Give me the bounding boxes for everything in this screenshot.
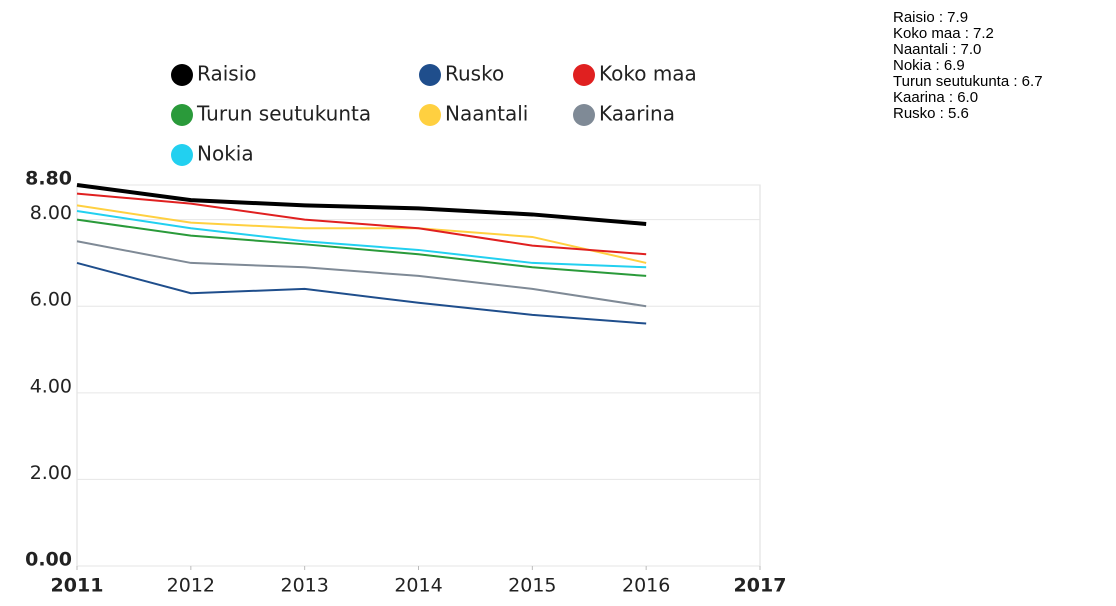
- y-tick-label: 0.00: [25, 549, 72, 571]
- legend-swatch: [171, 144, 193, 166]
- legend-swatch: [419, 64, 441, 86]
- summary-line: Naantali : 7.0: [893, 41, 981, 58]
- series-line: [76, 183, 647, 226]
- summary-line: Nokia : 6.9: [893, 57, 965, 74]
- legend-label: Rusko: [445, 62, 504, 86]
- summary-line: Rusko : 5.6: [893, 105, 969, 122]
- legend-label: Koko maa: [599, 62, 697, 86]
- x-tick-label: 2014: [394, 575, 442, 597]
- legend-swatch: [171, 64, 193, 86]
- legend-label: Raisio: [197, 62, 256, 86]
- legend-swatch: [573, 64, 595, 86]
- series-line: [76, 209, 647, 269]
- summary-line: Turun seutukunta : 6.7: [893, 73, 1043, 90]
- legend-swatch: [171, 104, 193, 126]
- x-tick-label: 2011: [51, 575, 104, 597]
- legend-swatch: [419, 104, 441, 126]
- legend-swatch: [573, 104, 595, 126]
- x-tick-label: 2017: [734, 575, 787, 597]
- legend-label: Kaarina: [599, 102, 675, 126]
- legend-label: Nokia: [197, 142, 254, 166]
- summary-line: Koko maa : 7.2: [893, 25, 994, 42]
- series-line: [76, 261, 647, 325]
- series-line: [76, 204, 647, 264]
- plot-frame: [76, 184, 761, 567]
- x-tick-label: 2015: [508, 575, 556, 597]
- summary-line: Kaarina : 6.0: [893, 89, 978, 106]
- y-tick-label: 6.00: [30, 289, 72, 311]
- y-tick-label: 2.00: [30, 462, 72, 484]
- y-tick-label: 8.00: [30, 202, 72, 224]
- y-tick-label: 4.00: [30, 375, 72, 397]
- legend-label: Naantali: [445, 102, 528, 126]
- x-tick-label: 2013: [280, 575, 328, 597]
- summary-line: Raisio : 7.9: [893, 9, 968, 26]
- series-line: [76, 192, 647, 256]
- x-tick-label: 2016: [622, 575, 670, 597]
- legend-label: Turun seutukunta: [196, 102, 371, 126]
- series-line: [76, 240, 647, 308]
- y-tick-label: 8.80: [25, 168, 72, 190]
- x-tick-label: 2012: [167, 575, 215, 597]
- series-line: [76, 218, 647, 277]
